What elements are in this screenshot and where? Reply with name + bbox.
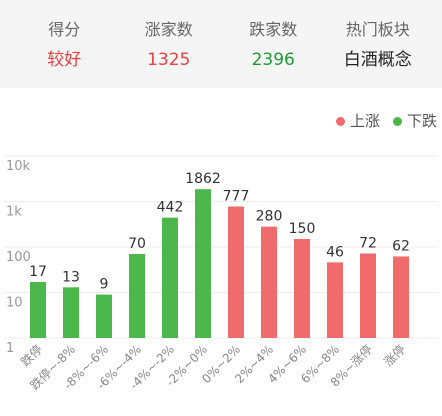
bar	[129, 254, 145, 338]
y-tick-label: 1k	[6, 205, 22, 220]
legend-item-rising[interactable]: 上涨	[335, 110, 380, 132]
stat-hot-sector-label: 热门板块	[345, 20, 410, 39]
bar	[96, 294, 112, 338]
bar-value-label: 70	[128, 236, 146, 252]
bar-value-label: 280	[256, 209, 283, 225]
legend-label-rising: 上涨	[349, 112, 380, 130]
bar-value-label: 72	[359, 235, 377, 251]
bar	[327, 262, 343, 338]
legend-item-falling[interactable]: 下跌	[392, 110, 437, 132]
bar	[228, 206, 244, 338]
y-tick-label: 10k	[6, 159, 31, 174]
bar	[63, 287, 79, 338]
legend-dot-rising-icon	[335, 116, 345, 126]
bar-value-label: 150	[289, 221, 316, 237]
x-tick-label: 涨停	[381, 342, 409, 370]
bar	[360, 253, 376, 338]
bar	[294, 238, 310, 338]
legend-dot-falling-icon	[392, 116, 402, 126]
bar-value-label: 9	[100, 277, 109, 293]
bar-value-label: 777	[223, 188, 250, 204]
bar	[30, 282, 46, 338]
bar	[195, 189, 211, 338]
x-tick-labels: 跌停跌停~-8%-8%~-6%-6%~-4%-4%~-2%-2%~0%0%~2%…	[18, 342, 409, 393]
bar-value-label: 62	[392, 238, 410, 254]
bars	[30, 189, 409, 338]
bar	[162, 217, 178, 338]
chart-legend: 上涨 下跌	[335, 110, 437, 132]
stat-hot-sector-value[interactable]: 白酒概念	[343, 50, 412, 70]
bar-value-label: 1862	[185, 171, 221, 187]
y-tick-labels: 1 10 100 1k 10k	[6, 159, 31, 356]
market-summary-bar: 得分 较好 涨家数 1325 跌家数 2396 热门板块 白酒概念	[0, 0, 442, 88]
stat-rising-count-value: 1325	[147, 50, 191, 70]
stat-falling-count-value: 2396	[251, 50, 295, 70]
y-tick-label: 1	[6, 341, 14, 356]
bar-value-label: 46	[326, 244, 344, 260]
stat-falling-count-label: 跌家数	[249, 20, 298, 39]
bar	[393, 256, 409, 338]
stat-rising-count: 涨家数 1325	[117, 0, 222, 88]
x-tick-label: 跌停	[18, 342, 46, 370]
bar-value-label: 442	[157, 200, 184, 216]
stat-falling-count: 跌家数 2396	[221, 0, 326, 88]
stat-score: 得分 较好	[12, 0, 117, 88]
stat-rising-count-label: 涨家数	[144, 20, 193, 39]
bar-value-label: 17	[29, 264, 47, 280]
y-tick-label: 100	[6, 250, 31, 265]
legend-label-falling: 下跌	[406, 112, 437, 130]
bar	[261, 226, 277, 338]
bar-value-label: 13	[62, 269, 80, 285]
y-tick-label: 10	[6, 296, 23, 311]
stat-score-label: 得分	[48, 20, 81, 39]
stat-hot-sector[interactable]: 热门板块 白酒概念	[326, 0, 431, 88]
stat-score-value: 较好	[47, 50, 82, 70]
